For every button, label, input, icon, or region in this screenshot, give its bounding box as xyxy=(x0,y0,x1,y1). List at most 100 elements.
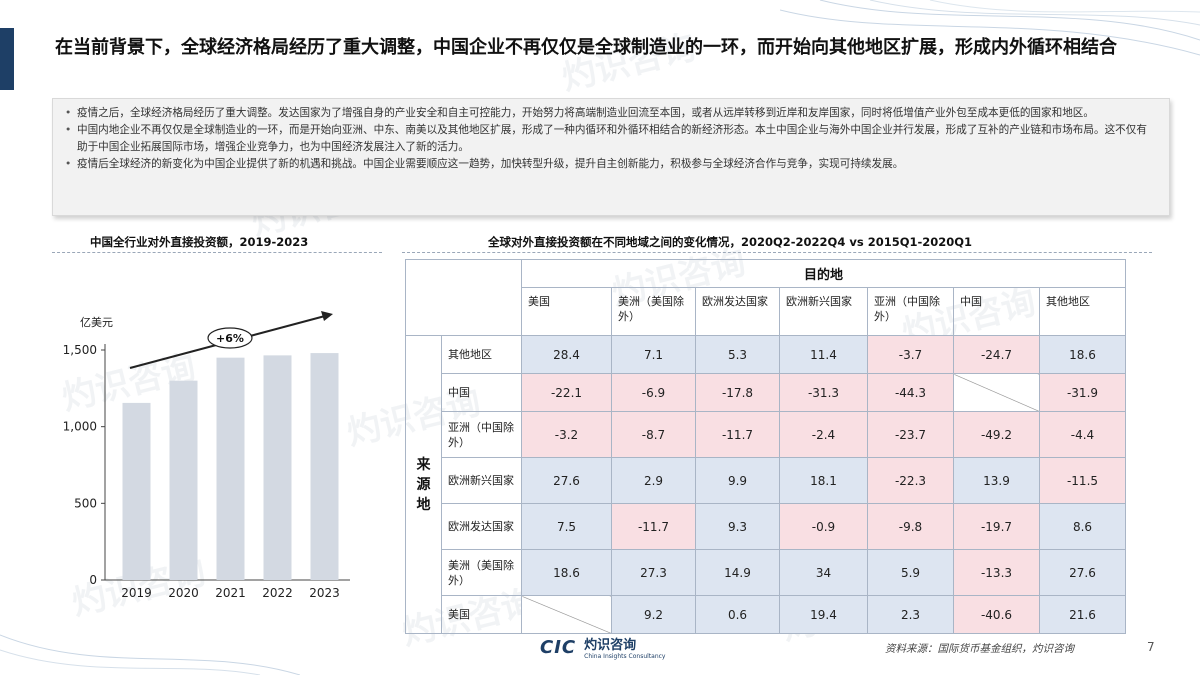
row-header: 欧洲新兴国家 xyxy=(441,457,522,504)
page-number: 7 xyxy=(1147,640,1155,654)
table-row: 欧洲发达国家 7.5 -11.7 9.3 -0.9 -9.8 -19.7 8.6 xyxy=(406,503,1126,550)
y-tick-label: 1,500 xyxy=(63,343,97,357)
table-cell: 18.6 xyxy=(1039,335,1126,374)
table-cell: 9.2 xyxy=(611,595,696,634)
table-cell: 14.9 xyxy=(695,549,780,596)
y-tick-label: 0 xyxy=(89,573,97,587)
row-header: 其他地区 xyxy=(441,335,522,374)
table-row: 来 源 地其他地区 28.4 7.1 5.3 11.4 -3.7 -24.7 18.6 xyxy=(405,335,1126,634)
summary-box: 疫情之后，全球经济格局经历了重大调整。发达国家为了增强自身的产业安全和自主可控能… xyxy=(52,98,1170,216)
decorative-curves-top xyxy=(780,0,1200,56)
table-row: 中国 -22.1 -6.9 -17.8 -31.3 -44.3 -31.9 xyxy=(406,373,1126,412)
table-cell: 9.3 xyxy=(695,503,780,550)
table-cell: -40.6 xyxy=(953,595,1040,634)
cic-logo-mark: CIC xyxy=(540,636,577,658)
table-cell: -24.7 xyxy=(953,335,1040,374)
row-header: 美国 xyxy=(441,595,522,634)
bar xyxy=(310,353,339,580)
table-cell: 27.3 xyxy=(611,549,696,596)
table-cell: 5.9 xyxy=(867,549,954,596)
table-cell: -3.7 xyxy=(867,335,954,374)
table-cell: 27.6 xyxy=(1039,549,1126,596)
table-cell: -6.9 xyxy=(611,373,696,412)
table-cell: 18.6 xyxy=(521,549,612,596)
table-cell: 2.3 xyxy=(867,595,954,634)
table-header-row: 美国 美洲（美国除外） 欧洲发达国家 欧洲新兴国家 亚洲（中国除外） 中国 其他地区 xyxy=(406,287,1126,336)
table-cell: -22.3 xyxy=(867,457,954,504)
growth-label: +6% xyxy=(216,332,244,345)
x-tick-label: 2022 xyxy=(262,586,293,600)
y-tick-label: 1,000 xyxy=(63,420,97,434)
table-cell: -11.7 xyxy=(695,411,780,458)
table-cell: -8.7 xyxy=(611,411,696,458)
table-cell: 19.4 xyxy=(779,595,868,634)
bar xyxy=(216,357,245,580)
table-title: 全球对外直接投资额在不同地域之间的变化情况，2020Q2-2022Q4 vs 2… xyxy=(488,235,973,249)
source-note: 资料来源：国际货币基金组织，灼识咨询 xyxy=(885,643,1074,655)
x-tick-label: 2019 xyxy=(121,586,152,600)
footer-logo: CIC 灼识咨询 China Insights Consultancy xyxy=(540,634,666,661)
column-header: 中国 xyxy=(953,287,1040,336)
table-cell: -9.8 xyxy=(867,503,954,550)
table-row: 欧洲新兴国家 27.6 2.9 9.9 18.1 -22.3 13.9 -11.5 xyxy=(406,457,1126,504)
table-row: 美洲（美国除外） 18.6 27.3 14.9 34 5.9 -13.3 27.6 xyxy=(406,549,1126,596)
table-cell: 0.6 xyxy=(695,595,780,634)
table-cell: -31.3 xyxy=(779,373,868,412)
table-cell: -17.8 xyxy=(695,373,780,412)
table-cell: -13.3 xyxy=(953,549,1040,596)
table-cell: 11.4 xyxy=(779,335,868,374)
table-cell: 5.3 xyxy=(695,335,780,374)
row-header: 欧洲发达国家 xyxy=(441,503,522,550)
column-header: 欧洲新兴国家 xyxy=(779,287,868,336)
table-cell: 34 xyxy=(779,549,868,596)
column-header: 美洲（美国除外） xyxy=(611,287,696,336)
bar-chart-title: 中国全行业对外直接投资额，2019-2023 xyxy=(90,235,309,249)
table-cell: 9.9 xyxy=(695,457,780,504)
table-cell: 27.6 xyxy=(521,457,612,504)
column-header: 美国 xyxy=(521,287,612,336)
table-row: 亚洲（中国除外） -3.2 -8.7 -11.7 -2.4 -23.7 -49.2 -4.4 xyxy=(406,411,1126,458)
diagonal-cell xyxy=(521,595,612,634)
table-cell: -31.9 xyxy=(1039,373,1126,412)
y-tick-label: 500 xyxy=(74,496,97,510)
table-cell: 7.5 xyxy=(521,503,612,550)
logo-en-text: China Insights Consultancy xyxy=(584,653,666,660)
divider xyxy=(52,252,382,253)
source-group-label: 来 源 地 xyxy=(405,335,442,634)
table-cell: -11.5 xyxy=(1039,457,1126,504)
column-header: 欧洲发达国家 xyxy=(695,287,780,336)
bullet-item: 中国内地企业不再仅仅是全球制造业的一环，而是开始向亚洲、中东、南美以及其他地区扩… xyxy=(63,122,1157,156)
bullet-item: 疫情后全球经济的新变化为中国企业提供了新的机遇和挑战。中国企业需要顺应这一趋势，… xyxy=(63,156,1157,173)
y-axis-label: 亿美元 xyxy=(80,316,113,329)
table-cell: -11.7 xyxy=(611,503,696,550)
row-header: 美洲（美国除外） xyxy=(441,549,522,596)
table-cell: -3.2 xyxy=(521,411,612,458)
row-header: 亚洲（中国除外） xyxy=(441,411,522,458)
bar xyxy=(169,380,198,580)
table-row: 美国 9.2 0.6 19.4 2.3 -40.6 21.6 xyxy=(406,595,1126,634)
x-tick-label: 2023 xyxy=(309,586,340,600)
fdi-change-table: 目的地 美国 美洲（美国除外） 欧洲发达国家 欧洲新兴国家 亚洲（中国除外） 中国 其他地区来… xyxy=(405,259,1126,634)
table-cell: -49.2 xyxy=(953,411,1040,458)
table-header-row: 目的地 xyxy=(405,259,1126,336)
logo-cn-text: 灼识咨询 xyxy=(584,638,637,653)
growth-badge xyxy=(207,327,253,349)
table-cell: -0.9 xyxy=(779,503,868,550)
bar-chart: 亿美元 0 500 1,000 1,500 2019 2020 2021 2022 2023 +6% xyxy=(63,311,350,600)
table-cell: 2.9 xyxy=(611,457,696,504)
decorative-curves-bottom xyxy=(0,634,300,675)
table-cell: -44.3 xyxy=(867,373,954,412)
table-cell: -19.7 xyxy=(953,503,1040,550)
trend-arrowhead xyxy=(321,311,333,321)
table-cell: -23.7 xyxy=(867,411,954,458)
table-cell: 7.1 xyxy=(611,335,696,374)
page-title: 在当前背景下，全球经济格局经历了重大调整，中国企业不再仅仅是全球制造业的一环，而… xyxy=(55,37,1117,58)
bar xyxy=(122,402,151,580)
table-cell: 13.9 xyxy=(953,457,1040,504)
table-corner xyxy=(405,259,522,336)
table-cell: 21.6 xyxy=(1039,595,1126,634)
bar xyxy=(263,355,292,580)
bullet-item: 疫情之后，全球经济格局经历了重大调整。发达国家为了增强自身的产业安全和自主可控能… xyxy=(63,105,1157,122)
column-header: 亚洲（中国除外） xyxy=(867,287,954,336)
destination-group-label: 目的地 xyxy=(521,259,1126,288)
